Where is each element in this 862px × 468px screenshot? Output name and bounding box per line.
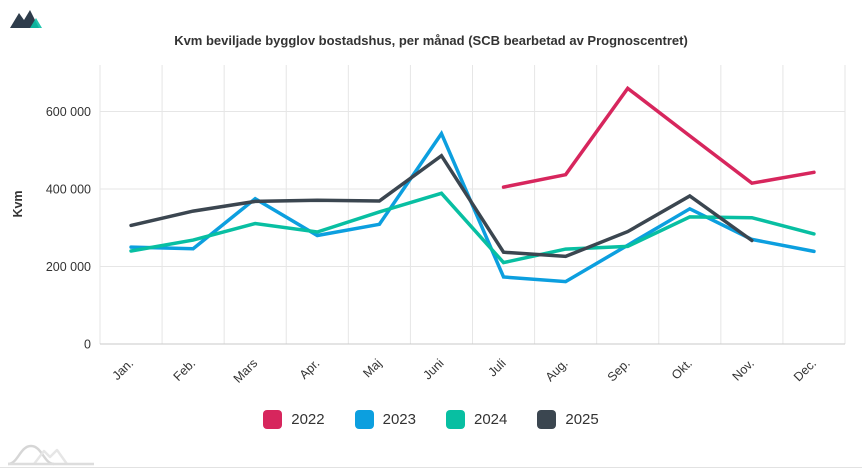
y-tick-label: 200 000 [46,260,91,274]
legend-item-2023[interactable]: 2023 [354,410,416,429]
chart-legend: 2022 2023 2024 2025 [0,410,862,429]
series-lines [129,85,816,284]
series-2022-line[interactable] [501,85,816,189]
y-tick-label: 600 000 [46,105,91,119]
x-tick-label: Sep. [605,356,633,384]
x-tick-label: Aug. [543,356,571,384]
x-axis-tick-labels: Jan. Feb. Mars Apr. Maj Juni Juli Aug. Sep. Okt. N… [110,356,820,386]
hills-watermark-icon [7,444,94,466]
x-tick-label: Apr. [297,356,323,382]
y-axis-tick-labels: 0 200 000 400 000 600 000 [46,105,91,352]
legend-swatch-2022 [263,410,283,429]
legend-item-2022[interactable]: 2022 [263,410,325,429]
legend-swatch-2024 [446,410,465,429]
x-tick-label: Dec. [791,356,819,384]
legend-swatch-2023 [354,410,374,429]
legend-item-2024[interactable]: 2024 [446,410,507,429]
x-tick-label: Juli [485,356,508,379]
mountains-logo-icon [10,10,42,28]
legend-item-2025[interactable]: 2025 [537,410,599,429]
x-tick-label: Mars [231,356,261,386]
x-tick-label: Maj [360,356,384,380]
y-tick-label: 400 000 [46,183,91,197]
series-2025-line[interactable] [129,153,754,259]
legend-label-2023: 2023 [382,411,416,428]
legend-label-2025: 2025 [565,411,599,428]
x-tick-label: Okt. [669,356,695,382]
x-tick-label: Jan. [110,356,137,383]
plot-area: 0 200 000 400 000 600 000 Jan. Feb. Mars Apr. M… [11,65,846,386]
series-2024-line[interactable] [129,191,816,265]
y-tick-label: 0 [84,338,91,352]
x-tick-label: Juni [420,356,446,382]
y-axis-title: Kvm [11,190,25,217]
legend-label-2022: 2022 [291,411,325,428]
x-tick-label: Feb. [171,356,199,384]
legend-label-2024: 2024 [474,411,508,428]
chart-title: Kvm beviljade bygglov bostadshus, per må… [174,33,688,48]
legend-swatch-2025 [537,410,557,429]
x-tick-label: Nov. [730,356,757,383]
